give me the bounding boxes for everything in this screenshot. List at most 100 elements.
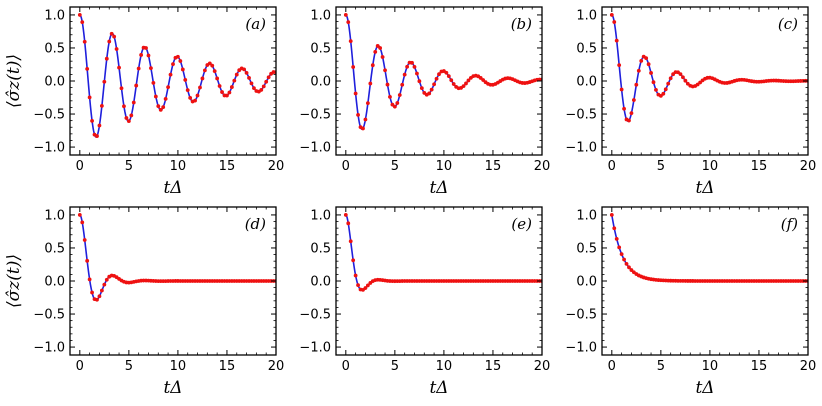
x-tick-label: 0 <box>342 159 350 174</box>
data-point <box>215 76 220 81</box>
x-axis-label: tΔ <box>695 178 714 198</box>
data-point <box>380 55 385 59</box>
data-point <box>183 78 188 82</box>
data-point <box>419 86 424 91</box>
data-point <box>188 95 193 100</box>
data-point <box>114 47 119 51</box>
data-point <box>365 283 370 288</box>
data-point <box>85 67 90 71</box>
data-point <box>417 79 422 84</box>
data-point <box>185 88 190 93</box>
x-tick-label: 10 <box>702 159 719 174</box>
y-tick-label: −1.0 <box>33 141 65 156</box>
data-point <box>627 118 631 123</box>
data-point <box>609 213 614 217</box>
x-axis-label: tΔ <box>163 378 182 398</box>
panel-label: (a) <box>245 15 266 33</box>
x-tick-label: 10 <box>436 159 453 174</box>
data-point <box>87 95 92 100</box>
data-point <box>244 70 249 75</box>
x-tick-label: 0 <box>608 159 616 174</box>
data-point <box>95 134 99 138</box>
data-point <box>464 81 468 86</box>
data-point <box>146 53 151 58</box>
x-tick-label: 15 <box>485 359 502 374</box>
data-point <box>117 65 121 70</box>
data-point <box>651 80 656 85</box>
data-point <box>365 101 370 106</box>
x-tick-label: 5 <box>125 159 133 174</box>
panel-a: 0 5 10 15 20 −1.0 −0.5 0.0 0.5 1.0 (a) tΔ ⟨σ̂z(t)⟩ <box>4 6 285 198</box>
data-point <box>99 103 104 108</box>
data-point <box>104 56 109 61</box>
data-point <box>629 111 634 116</box>
x-tick-label: 20 <box>800 359 817 374</box>
data-point <box>617 245 622 250</box>
x-tick-label: 20 <box>268 159 285 174</box>
panel-e: 0 5 10 15 20 −1.0 −0.5 0.0 0.5 1.0 (e) tΔ <box>299 206 551 398</box>
data-point <box>104 277 109 282</box>
data-point <box>259 88 264 92</box>
data-point <box>644 56 649 61</box>
x-tick-label: 20 <box>534 359 551 374</box>
data-point <box>429 87 434 92</box>
data-point <box>661 91 666 96</box>
y-tick-label: 0.5 <box>44 241 65 256</box>
data-point <box>348 239 353 244</box>
data-point <box>612 20 617 24</box>
data-point <box>668 76 673 81</box>
y-tick-label: 0.5 <box>576 241 597 256</box>
data-point <box>402 72 407 77</box>
data-point <box>614 236 619 241</box>
data-point <box>634 82 639 87</box>
data-point <box>139 53 144 57</box>
data-point <box>356 113 360 117</box>
x-tick-label: 0 <box>608 359 616 374</box>
data-point <box>210 63 215 68</box>
panel-f: 0 5 10 15 20 −1.0 −0.5 0.0 0.5 1.0 (f) tΔ <box>565 206 817 398</box>
data-point <box>220 90 224 94</box>
x-axis-label: tΔ <box>429 178 448 198</box>
x-tick-label: 5 <box>391 359 399 374</box>
data-point <box>109 31 114 36</box>
x-tick-label: 5 <box>125 359 133 374</box>
data-point <box>144 46 148 50</box>
data-point <box>361 126 365 131</box>
data-point <box>212 69 217 74</box>
y-axis-label: ⟨σ̂z(t)⟩ <box>4 54 24 108</box>
data-point <box>229 85 234 89</box>
y-tick-label: −0.5 <box>299 108 331 123</box>
data-point <box>627 265 631 270</box>
data-point <box>163 97 168 101</box>
data-point <box>112 34 117 39</box>
data-point <box>126 119 131 124</box>
data-point <box>353 273 358 278</box>
y-tick-label: −1.0 <box>33 341 65 356</box>
data-point <box>681 75 685 80</box>
x-tick-label: 20 <box>268 359 285 374</box>
x-axis-label: tΔ <box>695 378 714 398</box>
y-tick-label: 0.5 <box>310 241 331 256</box>
data-point <box>400 82 405 87</box>
data-point <box>397 93 402 97</box>
panel-label: (b) <box>511 15 532 33</box>
data-point <box>663 87 668 92</box>
data-point <box>678 72 683 77</box>
panel-label: (c) <box>778 15 798 33</box>
data-point <box>619 87 624 92</box>
x-tick-label: 10 <box>702 359 719 374</box>
y-tick-label: 0.0 <box>576 275 597 290</box>
data-point <box>392 104 397 109</box>
data-point <box>247 76 251 80</box>
data-point <box>171 62 175 67</box>
data-point <box>195 93 200 98</box>
x-tick-label: 20 <box>800 159 817 174</box>
data-point <box>193 98 197 103</box>
x-tick-label: 10 <box>436 359 453 374</box>
y-tick-label: 1.0 <box>310 208 331 223</box>
data-point <box>90 118 94 123</box>
x-tick-label: 0 <box>342 359 350 374</box>
data-point <box>90 290 94 295</box>
curve-line <box>79 14 276 138</box>
data-point <box>207 61 212 66</box>
